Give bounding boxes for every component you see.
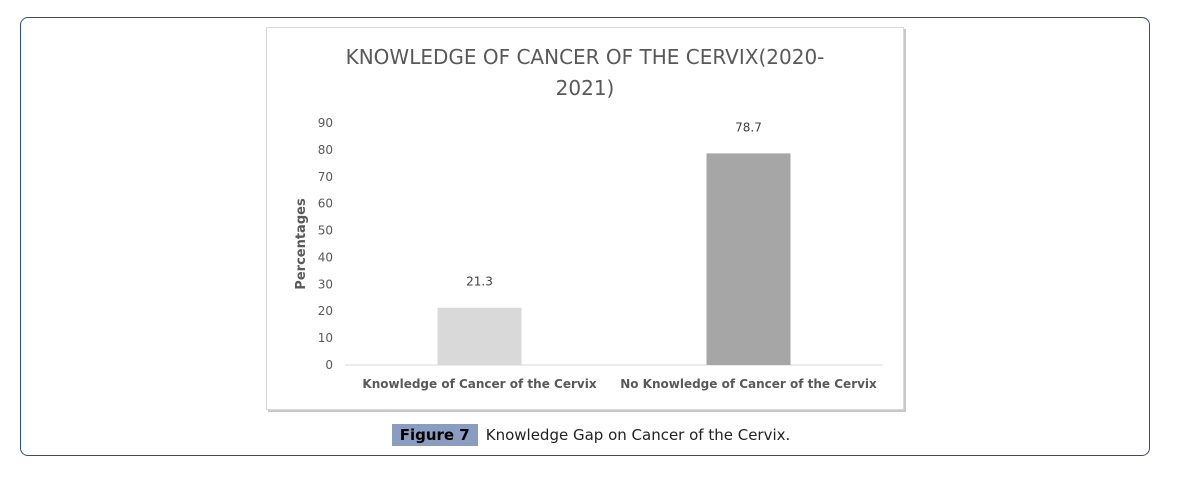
data-label: 21.3 <box>466 275 493 289</box>
y-tick-label: 20 <box>318 304 333 318</box>
y-axis-label: Percentages <box>294 198 309 290</box>
bar <box>437 307 522 365</box>
x-tick-label: No Knowledge of Cancer of the Cervix <box>620 377 877 391</box>
y-tick-label: 80 <box>318 143 333 157</box>
chart-title-line: KNOWLEDGE OF CANCER OF THE CERVIX(2020- <box>346 45 825 69</box>
figure-caption: Figure 7 Knowledge Gap on Cancer of the C… <box>0 424 1182 446</box>
bar <box>706 153 791 365</box>
figure-label: Figure 7 <box>391 424 478 446</box>
y-tick-label: 30 <box>318 277 333 291</box>
bar-chart: KNOWLEDGE OF CANCER OF THE CERVIX(2020- 2… <box>294 45 883 391</box>
x-tick-label: Knowledge of Cancer of the Cervix <box>362 377 596 391</box>
y-tick-label: 70 <box>318 170 333 184</box>
chart-title-line: 2021) <box>556 76 615 100</box>
y-tick-label: 40 <box>318 250 333 264</box>
y-tick-label: 10 <box>318 331 333 345</box>
data-label: 78.7 <box>735 120 762 134</box>
figure-caption-text: Knowledge Gap on Cancer of the Cervix. <box>485 426 791 444</box>
chart-container: KNOWLEDGE OF CANCER OF THE CERVIX(2020- 2… <box>266 27 904 410</box>
y-tick-label: 0 <box>325 358 333 372</box>
y-tick-label: 60 <box>318 197 333 211</box>
y-tick-label: 90 <box>318 116 333 130</box>
y-tick-label: 50 <box>318 224 333 238</box>
